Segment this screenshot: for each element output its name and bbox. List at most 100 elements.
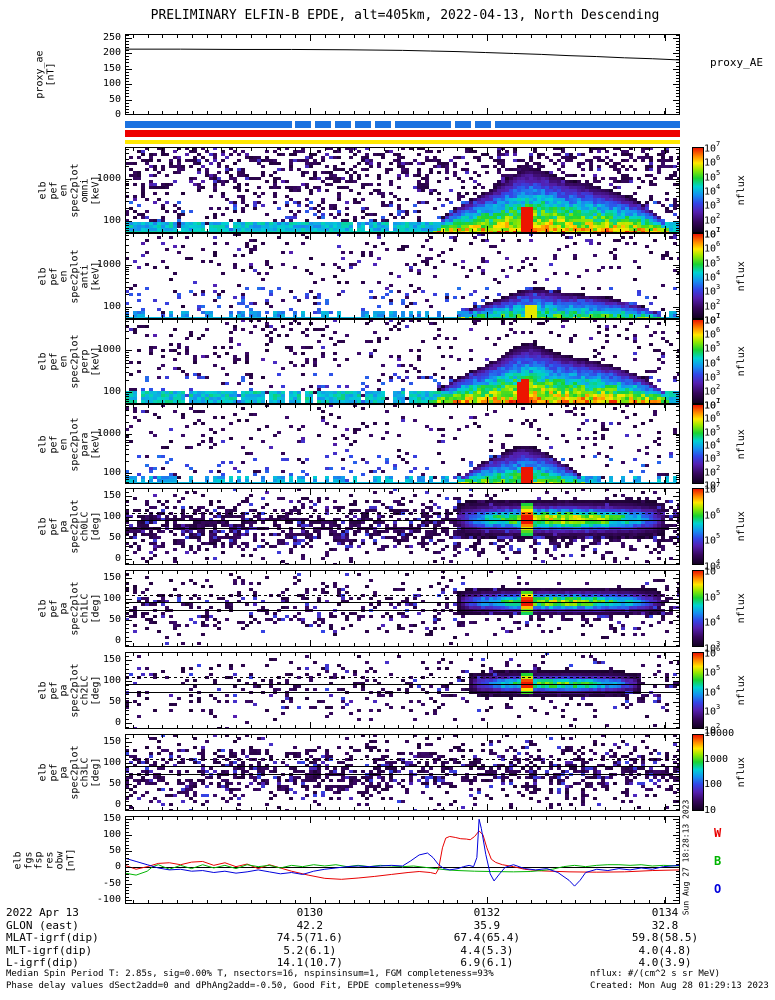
spectrogram-y-tick-label: 0 [114,552,121,564]
status-bar-blue-segment [494,121,680,128]
proxy-y-tick-label: 100 [102,78,121,90]
ephemeris-value: 35.9 [473,918,501,932]
y-axis-label-en_perp: elb pef en spec2plot perp [keV] [37,334,102,389]
spectrogram-y-tick-label: 100 [102,593,121,605]
plot-title: PRELIMINARY ELFIN-B EPDE, alt=405km, 202… [150,8,660,23]
colorbar-tick-label: 103 [704,197,721,212]
fgs-y-tick-label: 150 [102,812,121,824]
legend-O: O [714,882,722,896]
spectrogram-y-tick-label: 100 [102,511,121,523]
colorbar-tick-label: 10000 [704,728,735,739]
colorbar-tick-label: 102 [704,211,721,226]
status-bar-blue-segment [354,121,372,128]
spectrogram-y-tick-label: 50 [108,531,121,543]
spectrogram-y-tick-label: 100 [102,757,121,769]
status-bar-blue-segment [474,121,492,128]
colorbar-tick-label: 105 [704,340,721,355]
spectrogram-y-tick-label: 100 [102,301,121,313]
colorbar-tick-label: 102 [704,297,721,312]
colorbar-tick-label: 104 [704,683,721,698]
ephemeris-value: 0134 [651,906,679,919]
colorbar-en_omni [692,147,704,233]
status-bar-red [125,130,680,137]
colorbar-tick-label: 103 [704,640,721,655]
spectrogram-pa_ch3LC-canvas [125,734,680,811]
fgs-y-tick-label: 0 [114,861,121,873]
colorbar-tick-label: 105 [704,168,721,183]
fgs-y-tick-label: -100 [96,893,121,905]
spectrogram-y-tick-label: 100 [102,386,121,398]
spectrogram-pa_ch2LC-canvas [125,652,680,729]
ephemeris-value: 74.5(71.6) [276,931,343,944]
spectrogram-y-tick-label: 100 [102,675,121,687]
spectrogram-y-tick-label: 0 [114,634,121,646]
ephemeris-value: 67.4(65.4) [453,931,520,944]
status-bar-blue-segment [374,121,392,128]
spectrogram-pa_ch1LC-canvas [125,570,680,647]
colorbar-tick-label: 104 [704,269,721,284]
proxy-y-tick-label: 0 [114,109,121,120]
ephemeris-value: 14.1(10.7) [276,956,343,969]
colorbar-tick-label: 106 [704,410,721,425]
colorbar-tick-label: 102 [704,463,721,478]
colorbar-tick-label: 105 [704,588,721,603]
spectrogram-y-tick-label: 0 [114,716,121,728]
proxy-ae-canvas [125,34,680,115]
colorbar-tick-label: 101 [704,397,721,412]
spectrogram-y-tick-label: 0 [114,798,121,810]
proxy-y-tick-label: 150 [102,62,121,74]
colorbar-label-en_omni: nflux [735,174,747,206]
spectrogram-y-tick-label: 1000 [96,427,121,439]
render-timestamp-vertical: Sun Aug 27 18:28:13 2023 [681,799,691,916]
status-bar-yellow [125,140,680,144]
colorbar-en_para [692,404,704,484]
colorbar-tick-label: 100 [704,779,723,791]
status-bar-blue-segment [314,121,332,128]
colorbar-tick-label: 104 [704,558,721,573]
colorbar-tick-label: 105 [704,423,721,438]
colorbar-tick-label: 101 [704,226,721,241]
legend-W: W [714,826,722,840]
proxy-y-tick-label: 200 [102,47,121,59]
spectrogram-y-tick-label: 150 [102,572,121,584]
proxy-y-axis-label: proxy_ae [nT] [34,50,57,99]
status-bar-blue-segment [125,121,292,128]
spectrogram-y-tick-label: 100 [102,466,121,478]
ephemeris-value: 0132 [473,906,501,919]
footer-spin-period: Median Spin Period T: 2.85s, sig=0.00% T… [6,969,494,979]
colorbar-pa_ch2LC [692,652,704,729]
y-axis-label-pa_ch3LC: elb pef pa spec2plot ch3LC [deg] [37,745,102,800]
spectrogram-y-tick-label: 1000 [96,258,121,270]
colorbar-en_anti [692,233,704,319]
colorbar-tick-label: 106 [704,240,721,255]
spectrogram-y-tick-label: 1000 [96,344,121,356]
colorbar-tick-label: 107 [704,140,721,155]
colorbar-tick-label: 1000 [704,753,729,765]
colorbar-tick-label: 107 [704,397,721,412]
spectrogram-y-tick-label: 50 [108,695,121,707]
colorbar-label-pa_ch3LC: nflux [735,757,747,788]
colorbar-tick-label: 107 [704,481,721,496]
spectrogram-y-tick-label: 150 [102,736,121,748]
fgs-y-tick-label: 50 [108,845,121,857]
ephemeris-row-label: L-igrf(dip) [6,956,79,969]
ephemeris-value: 4.4(5.3) [460,943,514,957]
colorbar-tick-label: 105 [704,532,721,547]
status-bar-blue-segment [394,121,452,128]
ephemeris-value: 6.9(6.1) [460,956,514,969]
colorbar-tick-label: 102 [704,382,721,398]
spectrogram-y-tick-label: 50 [108,777,121,789]
ephemeris-row-label: MLAT-igrf(dip) [6,931,99,944]
status-bar-blue-segment [334,121,352,128]
ephemeris-row-label: MLT-igrf(dip) [6,943,93,957]
proxy-y-tick-label: 50 [108,93,121,105]
colorbar-tick-label: 105 [704,254,721,269]
proxy-y-tick-label: 250 [102,31,121,43]
ephemeris-value: 42.2 [296,918,324,932]
status-bar-blue-segment [454,121,472,128]
spectrogram-y-tick-label: 150 [102,654,121,666]
ephemeris-row-label: GLON (east) [6,918,79,932]
colorbar-tick-label: 103 [704,283,721,298]
colorbar-label-en_perp: nflux [735,346,747,377]
